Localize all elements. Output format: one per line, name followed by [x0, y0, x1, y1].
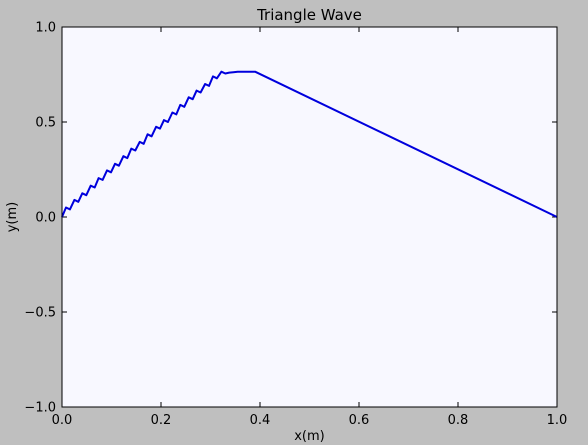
x-tick-label: 0.2 — [151, 413, 172, 428]
x-tick-label: 0.6 — [349, 413, 370, 428]
chart-title: Triangle Wave — [256, 6, 362, 24]
y-tick-label: −1.0 — [24, 401, 56, 416]
plot-frame — [61, 26, 558, 408]
x-tick-label: 0.0 — [52, 413, 73, 428]
y-tick-label: −0.5 — [24, 306, 56, 321]
x-tick-label: 1.0 — [547, 413, 568, 428]
series-line — [61, 70, 558, 218]
y-tick-label: 1.0 — [35, 21, 56, 36]
y-tick-label: 0.0 — [35, 211, 56, 226]
x-tick-label: 0.4 — [250, 413, 271, 428]
plot-area — [62, 27, 557, 407]
x-tick-label: 0.8 — [448, 413, 469, 428]
y-tick-label: 0.5 — [35, 116, 56, 131]
y-axis-label: y(m) — [5, 202, 20, 233]
x-axis-label: x(m) — [294, 429, 325, 444]
